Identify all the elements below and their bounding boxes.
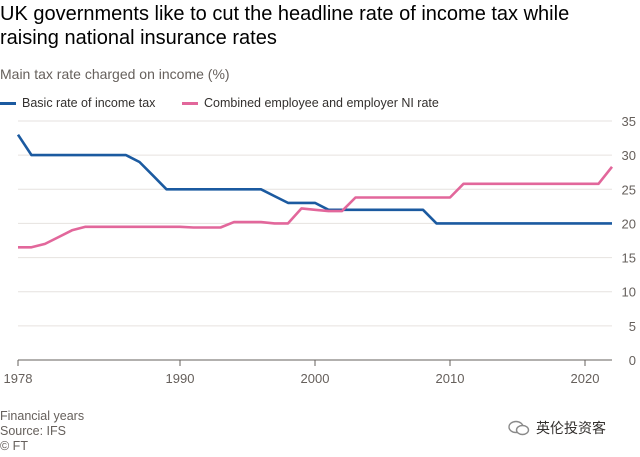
y-tick-label: 15 — [622, 251, 636, 266]
x-tick-label: 2000 — [301, 371, 330, 386]
legend-label-income-tax: Basic rate of income tax — [22, 96, 156, 110]
line-chart: 0 5 10 15 20 25 30 35 1978 1990 2000 2010 2020 — [4, 114, 636, 386]
income-tax-line — [16, 133, 612, 225]
x-tick-label: 1978 — [4, 371, 33, 386]
y-tick-label: 35 — [622, 114, 636, 129]
y-tick-label: 0 — [629, 353, 636, 368]
footer-copyright: © FT — [0, 439, 28, 453]
chart-title: UK governments like to cut the headline … — [0, 3, 570, 49]
legend-item-ni-rate: Combined employee and employer NI rate — [182, 96, 439, 110]
legend-swatch-ni-rate — [182, 101, 198, 105]
y-tick-label: 25 — [622, 182, 636, 197]
legend-item-income-tax: Basic rate of income tax — [0, 96, 155, 110]
ni-rate-line — [18, 165, 614, 249]
chart-subtitle: Main tax rate charged on income (%) — [0, 66, 230, 82]
chart-footer: Financial years Source: IFS © FT — [0, 409, 84, 454]
footer-note: Financial years — [0, 409, 85, 423]
watermark: 英伦投资客 — [508, 418, 606, 438]
x-tick-label: 2010 — [436, 371, 465, 386]
x-tick-label: 1990 — [166, 371, 195, 386]
footer-source: Source: IFS — [0, 424, 66, 438]
watermark-text: 英伦投资客 — [536, 420, 606, 436]
legend-swatch-income-tax — [0, 101, 16, 105]
x-tick-label: 2020 — [571, 371, 600, 386]
wechat-logo-icon — [508, 420, 530, 436]
y-tick-label: 10 — [622, 285, 636, 300]
y-tick-label: 5 — [629, 319, 636, 334]
y-tick-label: 30 — [622, 148, 636, 163]
y-tick-label: 20 — [622, 216, 636, 231]
legend-label-ni-rate: Combined employee and employer NI rate — [204, 96, 439, 110]
